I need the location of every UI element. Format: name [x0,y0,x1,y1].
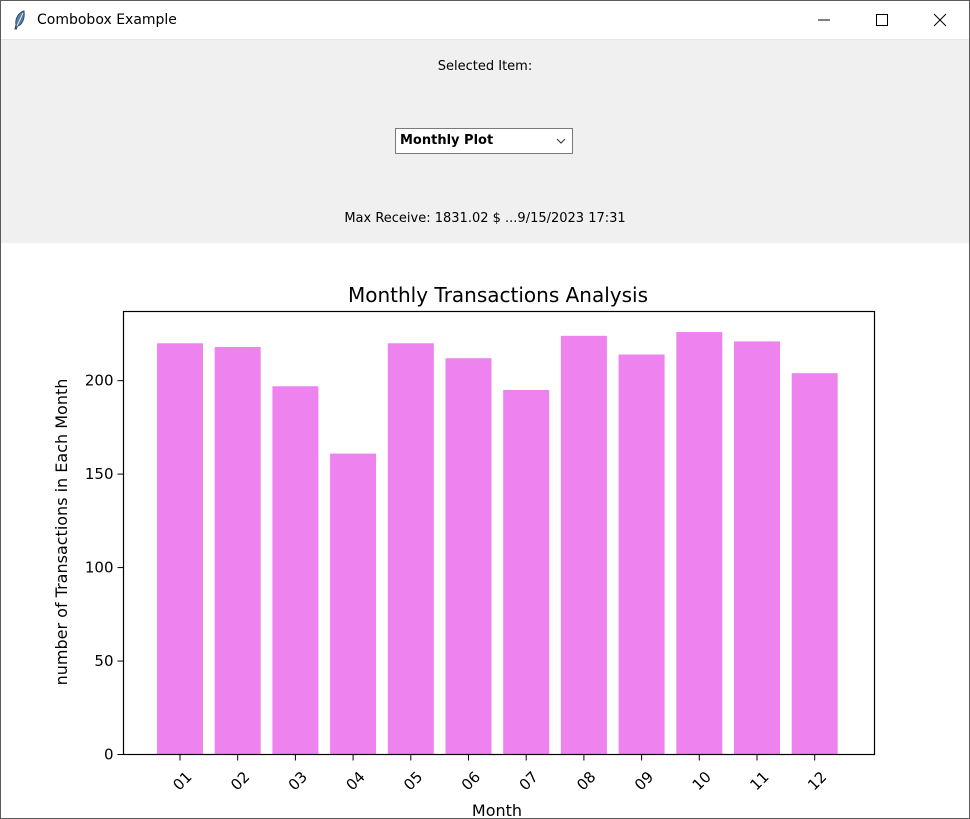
x-tick-label-08: 08 [573,768,599,794]
chart-title: Monthly Transactions Analysis [348,283,648,307]
bar-02 [215,347,261,754]
y-tick-label-100: 100 [85,559,114,577]
x-tick-label-06: 06 [458,768,484,794]
window-title: Combobox Example [37,12,177,28]
bar-07 [503,390,549,754]
x-tick-label-04: 04 [342,768,368,794]
maximize-icon [875,13,889,27]
plot-type-combobox[interactable]: Monthly Plot [395,128,573,154]
x-tick-label-02: 02 [227,768,253,794]
y-tick-label-200: 200 [85,372,114,390]
monthly-transactions-chart: Monthly Transactions Analysis number of … [1,244,969,818]
bar-08 [561,336,607,755]
minimize-button[interactable] [795,1,853,39]
x-tick-label-01: 01 [169,768,195,794]
close-icon [933,13,947,27]
y-axis-label: number of Transactions in Each Month [52,379,71,686]
x-tick-label-10: 10 [689,768,715,794]
title-bar[interactable]: Combobox Example [1,1,969,40]
minimize-icon [817,13,831,27]
y-tick-label-150: 150 [85,465,114,483]
x-tick-label-12: 12 [804,768,830,794]
feather-icon [11,10,29,30]
y-tick-label-0: 0 [104,746,114,764]
combobox-value: Monthly Plot [400,133,493,148]
bar-04 [330,454,376,755]
bar-09 [619,354,665,754]
selected-item-label: Selected Item: [1,59,969,74]
bar-03 [272,386,318,754]
bar-11 [734,341,780,754]
bar-12 [792,373,838,754]
y-tick-label-50: 50 [94,652,113,670]
chevron-down-icon[interactable] [556,137,566,145]
bar-10 [676,332,722,754]
x-tick-label-05: 05 [400,768,426,794]
bar-chart-svg: Monthly Transactions Analysis number of … [1,244,969,818]
x-tick-label-11: 11 [746,768,772,794]
bar-05 [388,343,434,754]
maximize-button[interactable] [853,1,911,39]
x-tick-label-09: 09 [631,768,657,794]
x-tick-label-07: 07 [516,768,542,794]
max-receive-text: Max Receive: 1831.02 $ ...9/15/2023 17:3… [1,211,969,226]
controls-panel: Selected Item: Monthly Plot Max Receive:… [1,40,969,243]
bar-01 [157,343,203,754]
close-button[interactable] [911,1,969,39]
x-tick-label-03: 03 [285,768,311,794]
x-axis-label: Month [472,801,522,818]
bar-06 [446,358,492,754]
